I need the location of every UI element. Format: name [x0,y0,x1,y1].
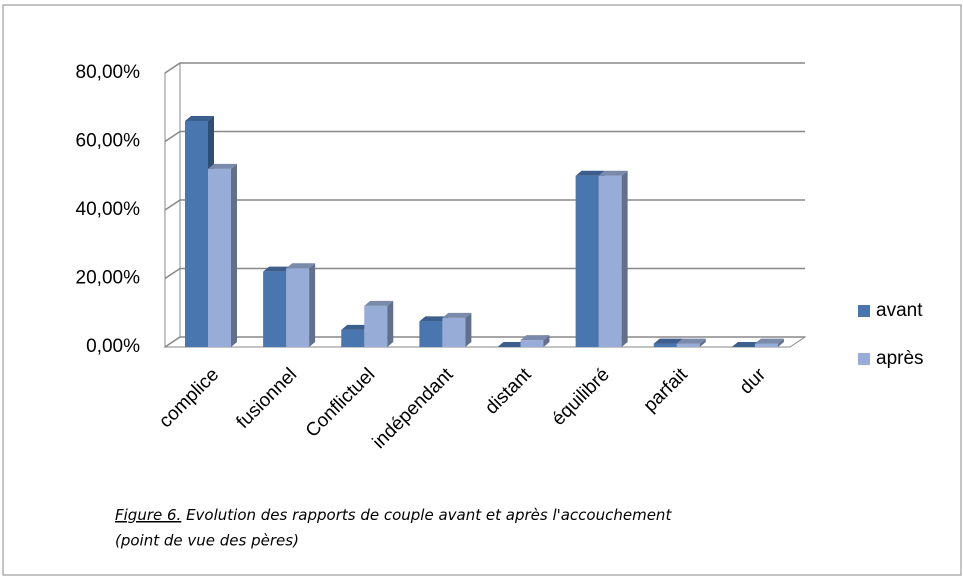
y-tick-label: 80,00% [76,62,141,83]
bar-side [465,312,472,347]
caption-text: Evolution des rapports de couple avant e… [181,506,672,524]
bar-top [364,300,394,306]
legend-swatch [858,305,870,317]
bar [598,170,628,347]
bar-front [419,321,443,347]
bar-top [208,163,237,169]
y-tick-label: 60,00% [76,131,141,152]
legend-label: avant [876,300,923,321]
bar-front [286,268,310,347]
bar-top [497,342,527,347]
bar-side [231,163,237,347]
bar-front [676,343,700,347]
bar-top [754,338,784,344]
bar-side [387,300,394,347]
grid-line [164,130,805,143]
bar-top [575,170,605,176]
bar-top [731,342,761,347]
bar [676,338,706,347]
bar-top [185,115,214,121]
bar-top [676,338,706,344]
bar-front [598,175,622,347]
bar-side [699,338,706,347]
grid-line [164,62,805,74]
bar [442,312,472,347]
legend-swatch [858,353,870,365]
bar [364,300,394,347]
bar-top [520,335,550,341]
bar-front [442,317,466,347]
bar-top [286,263,316,269]
bar-side [621,170,628,347]
bar-top [263,266,293,272]
bar-front [754,343,778,347]
bar [731,342,761,347]
caption: Figure 6. Evolution des rapports de coup… [115,506,672,524]
frame [2,4,962,576]
bar-top [341,324,371,330]
y-tick-label: 20,00% [76,268,141,289]
bar [754,338,784,347]
bar [497,342,527,347]
bar [286,263,316,347]
bar-side [543,335,550,347]
bar-side [777,338,784,347]
bar-top [419,316,449,322]
y-tick-label: 40,00% [76,199,141,220]
bar-side [309,263,316,347]
bar-front [185,120,208,347]
bar-top [442,312,472,318]
y-tick-label: 0,00% [86,336,140,357]
bar [208,163,237,347]
caption-text-2: (point de vue des pères) [115,532,299,550]
bar-front [263,271,287,347]
bar-front [653,343,677,347]
legend-label: après [876,348,924,369]
bar-front [575,175,599,347]
bar-front [364,305,388,347]
bar [520,335,550,347]
bar-front [520,340,544,347]
bar-front [341,329,365,347]
bar-top [598,170,628,176]
bar-front [208,168,231,347]
bar-top [653,338,683,344]
caption-label: Figure 6. [115,506,181,524]
